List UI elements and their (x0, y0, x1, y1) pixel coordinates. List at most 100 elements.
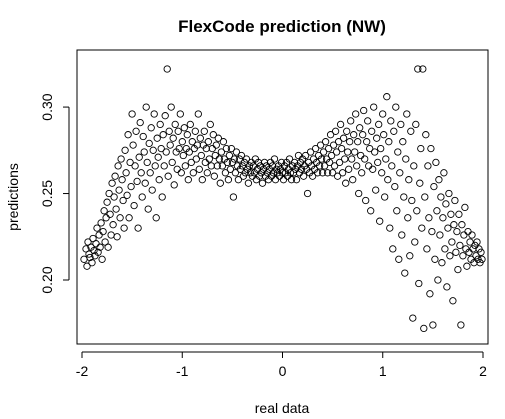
data-point-358 (440, 169, 448, 177)
data-point-225 (306, 148, 315, 156)
data-point-66 (147, 124, 155, 132)
data-point-264 (346, 138, 354, 146)
data-point-250 (331, 127, 340, 135)
data-point-116 (197, 151, 205, 160)
data-point-2 (83, 262, 91, 270)
data-point-13 (94, 248, 102, 256)
data-point-378 (460, 231, 468, 239)
data-point-55 (136, 118, 144, 127)
data-point-349 (431, 255, 439, 263)
data-point-290 (372, 186, 380, 194)
data-point-279 (361, 155, 369, 163)
y-axis: 0.20 0.25 0.30 (39, 93, 70, 294)
data-point-23 (104, 243, 112, 251)
data-point-237 (318, 169, 327, 177)
data-point-54 (135, 153, 143, 161)
data-point-273 (355, 189, 363, 198)
data-point-60 (141, 179, 149, 187)
data-point-218 (299, 172, 308, 180)
data-point-11 (92, 240, 100, 248)
data-point-58 (139, 132, 147, 141)
data-point-284 (366, 144, 374, 153)
data-point-198 (279, 176, 288, 184)
x-axis-label: real data (255, 400, 310, 416)
data-point-251 (332, 148, 341, 156)
data-point-89 (170, 181, 178, 189)
data-point-110 (191, 127, 199, 135)
data-point-18 (99, 227, 107, 236)
data-point-97 (178, 138, 186, 146)
data-point-45 (126, 158, 134, 167)
data-point-133 (214, 134, 222, 142)
data-point-51 (132, 127, 140, 135)
data-point-9 (90, 246, 98, 255)
data-point-141 (222, 144, 231, 153)
data-point-337 (419, 65, 427, 73)
data-point-245 (326, 131, 335, 139)
data-point-77 (158, 193, 166, 201)
data-point-69 (150, 110, 158, 118)
data-point-100 (181, 162, 189, 170)
data-point-357 (439, 214, 447, 222)
data-point-312 (394, 148, 402, 156)
data-point-140 (221, 169, 230, 177)
plot-frame (76, 49, 489, 345)
data-point-322 (404, 214, 412, 222)
data-point-12 (93, 224, 101, 232)
data-point-324 (406, 252, 414, 260)
data-point-75 (156, 120, 164, 129)
data-point-99 (180, 124, 188, 132)
data-point-74 (155, 176, 163, 184)
data-point-386 (468, 231, 476, 239)
data-point-62 (143, 158, 151, 167)
data-point-340 (422, 131, 430, 139)
data-point-274 (356, 124, 364, 132)
data-point-254 (335, 158, 344, 167)
data-point-375 (457, 321, 465, 329)
x-tick-label: -2 (76, 363, 89, 379)
data-point-319 (401, 269, 409, 277)
data-point-390 (472, 252, 480, 260)
data-point-104 (185, 148, 193, 156)
data-point-335 (417, 144, 425, 153)
data-point-115 (196, 134, 204, 142)
x-tick-label: 1 (379, 363, 387, 379)
data-point-332 (414, 65, 422, 73)
data-point-83 (164, 172, 172, 180)
data-point-326 (408, 196, 416, 205)
data-point-36 (117, 155, 125, 163)
data-point-124 (205, 155, 213, 163)
data-point-96 (177, 169, 185, 177)
data-point-268 (350, 131, 358, 139)
data-point-278 (360, 106, 368, 115)
data-point-38 (119, 196, 127, 205)
data-point-19 (100, 207, 108, 215)
data-point-296 (378, 169, 386, 177)
data-point-57 (138, 193, 146, 201)
data-point-299 (381, 193, 389, 201)
data-point-31 (112, 205, 120, 213)
data-point-145 (226, 165, 235, 173)
data-point-156 (237, 151, 246, 160)
data-point-138 (219, 138, 228, 146)
data-point-232 (313, 169, 322, 177)
data-point-5 (86, 253, 94, 262)
data-point-329 (411, 238, 419, 246)
data-point-283 (365, 162, 373, 170)
data-point-137 (218, 162, 227, 170)
data-point-292 (374, 158, 382, 167)
data-point-150 (231, 169, 240, 177)
data-point-103 (184, 176, 192, 184)
data-point-255 (336, 120, 345, 129)
data-point-369 (451, 196, 459, 205)
data-point-143 (224, 176, 233, 184)
data-point-366 (448, 238, 456, 246)
data-point-323 (405, 176, 413, 184)
data-point-304 (386, 224, 394, 232)
data-point-148 (229, 193, 238, 201)
data-point-135 (216, 179, 224, 187)
data-point-128 (209, 131, 217, 139)
data-point-7 (88, 259, 96, 267)
data-point-120 (201, 158, 209, 167)
